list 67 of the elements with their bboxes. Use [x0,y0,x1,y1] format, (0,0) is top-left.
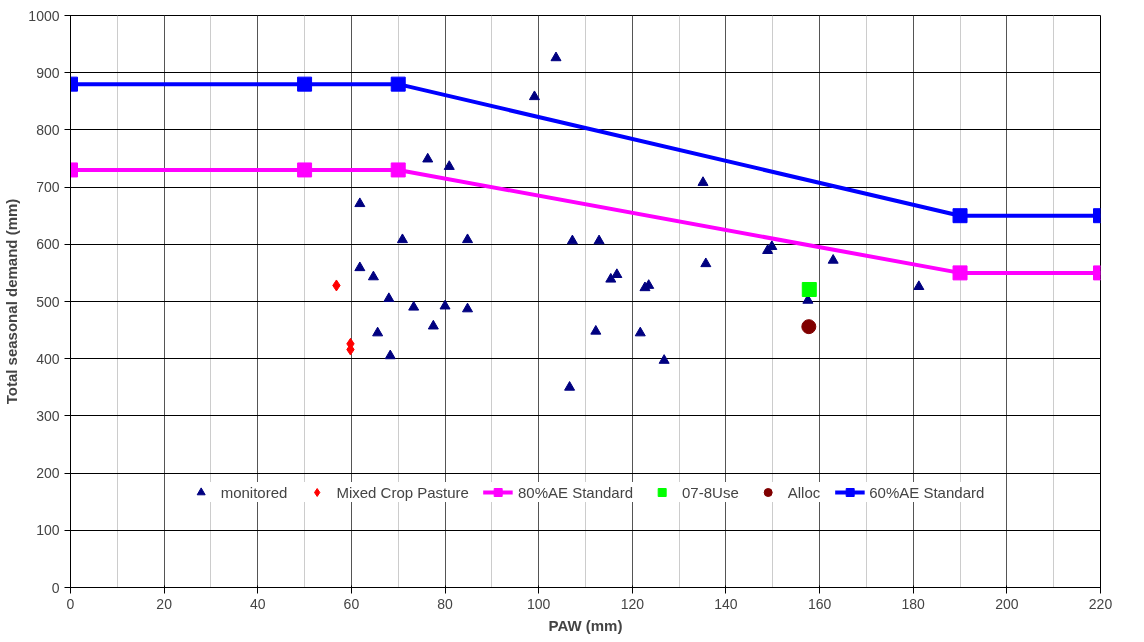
point [297,76,313,92]
x-tick-label: 200 [995,595,1019,612]
x-tick-label: 0 [66,595,75,612]
point [443,160,455,170]
point [564,381,576,391]
point [427,319,439,330]
x-tick-label: 160 [807,595,832,612]
point [593,234,605,245]
y-tick-label: 400 [36,350,60,367]
y-tick-label: 900 [36,64,60,81]
point [611,268,623,278]
point [952,208,968,224]
y-axis-title: Total seasonal demand (mm) [3,198,21,405]
point [462,233,474,244]
y-tick-label: 1000 [28,7,60,24]
point [372,326,384,337]
y-tick-label: 800 [36,121,60,138]
point [566,234,578,245]
legend-label: 07-8Use [682,483,739,501]
point [396,233,408,244]
point [462,302,474,313]
y-tick-label: 200 [36,465,60,482]
x-tick-label: 80 [437,595,454,612]
legend-label: Alloc [787,483,821,501]
point [658,354,670,364]
legend-label: monitored [220,483,288,501]
point [801,319,817,335]
point [634,326,646,337]
point [590,324,602,335]
point [384,349,396,360]
x-tick-label: 40 [249,595,266,612]
point [528,90,540,101]
point [952,265,968,281]
point [408,300,420,311]
x-tick-label: 120 [620,595,645,612]
point [605,272,617,283]
y-tick-label: 700 [36,179,60,196]
x-tick-label: 180 [901,595,926,612]
point [390,76,406,92]
point [422,152,434,163]
point [550,51,562,62]
point [367,270,379,281]
x-tick-label: 60 [343,595,360,612]
point [700,257,712,268]
x-tick-label: 20 [156,595,173,612]
point [913,280,925,291]
y-tick-label: 100 [36,522,60,539]
point [801,281,817,297]
x-tick-label: 220 [1088,595,1113,612]
y-tick-label: 0 [51,579,60,596]
point [354,197,366,208]
point [297,162,313,178]
legend-label: Mixed Crop Pasture [336,483,469,501]
legend-label: 60%AE Standard [869,483,985,501]
y-tick-label: 500 [36,293,60,310]
point [390,162,406,178]
y-tick-label: 300 [36,407,60,424]
point [697,176,709,186]
point [827,254,839,264]
point [354,261,366,272]
x-tick-label: 140 [714,595,738,612]
x-axis-title: PAW (mm) [548,616,623,634]
point [383,292,395,303]
point [439,299,451,310]
x-tick-label: 100 [527,595,551,612]
legend-label: 80%AE Standard [517,483,634,501]
y-tick-label: 600 [36,236,60,253]
